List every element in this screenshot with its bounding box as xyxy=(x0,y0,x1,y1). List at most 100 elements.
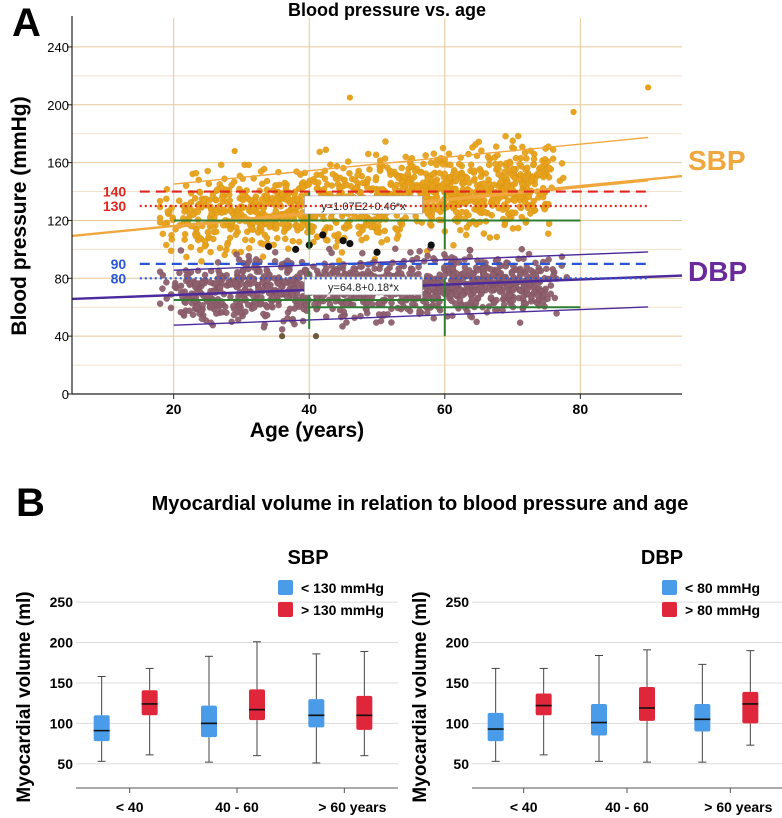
data-point-dbp xyxy=(281,278,288,285)
data-point-dbp xyxy=(551,294,559,302)
fit-label-box xyxy=(304,195,423,215)
data-point-sbp xyxy=(465,150,472,158)
data-point-dbp xyxy=(489,271,497,278)
data-point-sbp xyxy=(322,146,330,154)
legend-label: > 80 mmHg xyxy=(685,602,760,618)
data-point-sbp xyxy=(363,221,371,229)
outlier-point xyxy=(231,147,238,155)
data-point-dbp xyxy=(328,249,335,257)
data-point-sbp xyxy=(338,249,346,256)
data-point-dbp xyxy=(323,265,330,272)
data-point-sbp xyxy=(426,220,434,228)
data-point-sbp xyxy=(480,230,488,237)
data-point-sbp xyxy=(289,237,297,245)
box-low xyxy=(201,705,217,738)
fit-label-box xyxy=(304,276,423,296)
data-point-sbp xyxy=(192,233,200,240)
data-point-sbp xyxy=(221,206,228,214)
chart-title: DBP xyxy=(641,547,683,569)
data-point-dbp xyxy=(180,310,187,317)
data-point-dbp xyxy=(430,315,437,322)
data-point-sbp xyxy=(239,191,246,199)
data-point-sbp xyxy=(192,169,200,177)
data-point-sbp xyxy=(168,236,176,243)
data-point-dbp xyxy=(510,285,517,293)
highlighted-point xyxy=(292,245,300,253)
data-point-sbp xyxy=(212,196,220,204)
data-point-sbp xyxy=(282,184,290,191)
data-point-dbp xyxy=(213,310,220,317)
data-point-sbp xyxy=(263,177,271,185)
data-point-sbp xyxy=(272,207,280,215)
box-high xyxy=(249,689,265,721)
data-point-sbp xyxy=(405,179,412,187)
data-point-sbp xyxy=(381,227,388,235)
data-point-sbp xyxy=(191,195,199,202)
ci-line-dbp-upper xyxy=(173,251,649,271)
data-point-sbp xyxy=(383,236,391,243)
data-point-sbp xyxy=(505,166,513,174)
data-point-sbp xyxy=(327,161,334,168)
data-point-dbp xyxy=(234,268,241,276)
data-point-sbp xyxy=(205,180,213,188)
data-point-sbp xyxy=(314,179,322,186)
data-point-sbp xyxy=(452,208,460,216)
legend-swatch xyxy=(278,580,293,595)
data-point-dbp xyxy=(383,267,391,274)
panel-a-letter: A xyxy=(12,1,41,45)
data-point-sbp xyxy=(344,158,352,165)
data-point-dbp xyxy=(156,300,164,307)
data-point-dbp xyxy=(235,316,242,323)
data-point-sbp xyxy=(193,225,200,232)
data-point-sbp xyxy=(376,166,384,173)
data-point-dbp xyxy=(460,269,468,277)
data-point-dbp xyxy=(274,280,282,287)
data-point-dbp xyxy=(302,267,309,274)
data-point-dbp xyxy=(416,248,423,255)
data-point-sbp xyxy=(194,208,202,216)
data-point-dbp xyxy=(518,245,526,253)
data-point-sbp xyxy=(467,161,475,169)
data-point-sbp xyxy=(424,208,431,216)
data-point-sbp xyxy=(226,197,234,204)
data-point-sbp xyxy=(200,197,208,204)
data-point-dbp xyxy=(490,299,498,307)
data-point-sbp xyxy=(223,241,231,249)
box-low xyxy=(694,703,711,732)
x-tick-label: < 40 xyxy=(510,799,538,815)
chart-a-title: Blood pressure vs. age xyxy=(288,0,486,20)
data-point-dbp xyxy=(333,268,341,275)
data-point-sbp xyxy=(497,179,504,186)
data-point-dbp xyxy=(198,315,206,323)
data-point-sbp xyxy=(317,171,325,179)
data-point-sbp xyxy=(387,179,395,187)
data-point-sbp xyxy=(247,197,254,204)
data-point-sbp xyxy=(273,221,281,228)
data-point-dbp xyxy=(340,308,347,315)
data-point-dbp xyxy=(506,291,513,299)
threshold-label-90: 90 xyxy=(111,256,127,272)
data-point-dbp xyxy=(449,265,457,272)
data-point-sbp xyxy=(219,194,226,201)
data-point-sbp xyxy=(247,225,255,233)
data-point-sbp xyxy=(293,195,301,203)
data-point-sbp xyxy=(485,176,492,183)
data-point-sbp xyxy=(453,170,460,177)
data-point-sbp xyxy=(469,144,476,151)
highlighted-point xyxy=(427,241,435,249)
y-tick-label: 0 xyxy=(62,387,69,402)
data-point-sbp xyxy=(354,171,361,179)
data-point-sbp xyxy=(538,163,545,171)
data-point-dbp xyxy=(186,281,193,289)
data-point-sbp xyxy=(274,234,281,242)
data-point-sbp xyxy=(544,230,552,237)
data-point-sbp xyxy=(492,160,499,168)
data-point-sbp xyxy=(343,221,350,229)
data-point-dbp xyxy=(543,265,550,273)
x-tick-label: < 40 xyxy=(116,799,144,815)
data-point-sbp xyxy=(198,258,205,265)
data-point-sbp xyxy=(364,175,372,183)
data-point-sbp xyxy=(375,213,383,221)
data-point-sbp xyxy=(447,161,454,169)
